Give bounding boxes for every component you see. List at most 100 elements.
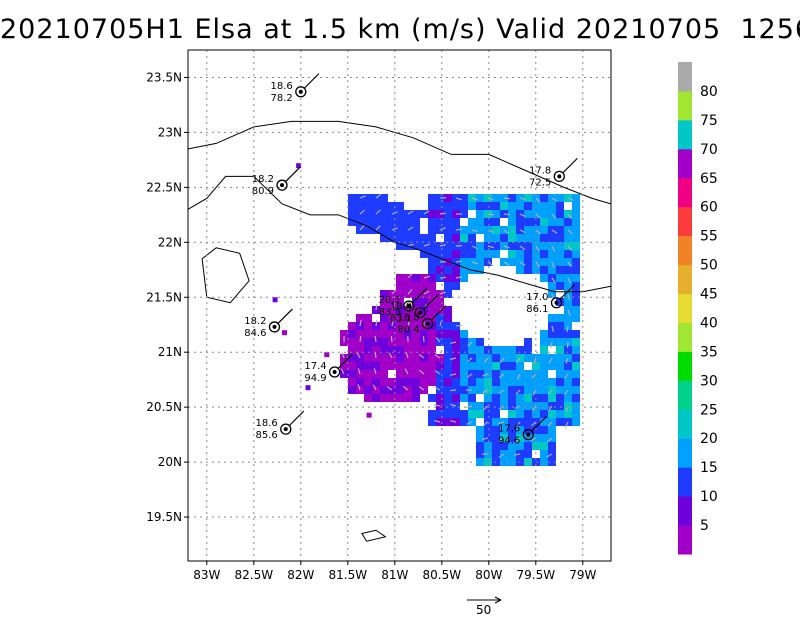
wind-vector <box>359 225 365 231</box>
wind-speed-cell <box>428 346 436 354</box>
wind-speed-cell <box>524 386 532 394</box>
wind-speed-cell <box>404 362 412 370</box>
wind-speed-cell <box>452 410 460 418</box>
wind-speed-cell <box>492 362 500 370</box>
y-tick-label: 23N <box>158 125 182 139</box>
wind-speed-cell <box>532 410 540 418</box>
wind-speed-cell <box>508 386 516 394</box>
wind-vector <box>422 335 425 343</box>
wind-speed-cell <box>444 266 452 274</box>
wind-speed-cell <box>476 194 484 202</box>
x-tick-label: 81.5W <box>329 568 368 582</box>
x-tick-label: 80.5W <box>423 568 462 582</box>
wind-speed-cell <box>484 442 492 450</box>
wind-vector <box>487 261 494 267</box>
wind-speed-cell <box>564 218 572 226</box>
wind-vector <box>357 368 361 375</box>
wind-speed-cell <box>572 306 580 314</box>
wind-speed-cell <box>540 258 548 266</box>
wind-speed-cell <box>412 290 420 298</box>
wind-speed-cell <box>524 338 532 346</box>
wind-speed-cell <box>508 226 516 234</box>
wind-speed-cell <box>548 282 556 290</box>
wind-speed-cell <box>476 434 484 442</box>
wind-speed-cell <box>508 410 516 418</box>
wind-vector <box>373 368 377 375</box>
wind-speed-cell <box>476 426 484 434</box>
wind-speed-cell <box>388 298 396 306</box>
wind-speed-cell <box>380 386 388 394</box>
station-dot <box>332 369 337 374</box>
station-dot <box>283 427 288 432</box>
wind-vector <box>423 290 430 295</box>
wind-speed-cell <box>532 266 540 274</box>
colorbar-segment <box>678 467 692 497</box>
wind-speed-cell <box>492 218 500 226</box>
wind-vector <box>439 227 446 231</box>
wind-speed-cell <box>436 330 444 338</box>
wind-speed-cell <box>404 234 412 242</box>
wind-vector <box>515 437 521 443</box>
wind-speed-cell <box>572 394 580 402</box>
wind-speed-cell <box>572 282 580 290</box>
wind-speed-cell <box>380 378 388 386</box>
wind-speed-cell <box>556 410 564 418</box>
wind-speed-cell <box>460 338 468 346</box>
wind-speed-cell <box>548 362 556 370</box>
wind-speed-cell <box>396 202 404 210</box>
wind-speed-cell <box>364 354 372 362</box>
wind-speed-cell <box>548 218 556 226</box>
wind-speed-cell <box>452 202 460 210</box>
wind-vector <box>535 213 541 219</box>
wind-vector <box>374 351 377 359</box>
wind-speed-cell <box>540 402 548 410</box>
wind-speed-cell <box>452 394 460 402</box>
wind-speed-cell <box>348 386 356 394</box>
wind-speed-cell <box>572 250 580 258</box>
station-label-top: 18.6 <box>271 81 293 92</box>
coastline-cuba <box>188 120 611 293</box>
wind-speed-cell <box>548 458 556 466</box>
wind-speed-cell <box>476 402 484 410</box>
wind-speed-cell <box>296 163 302 169</box>
colorbar-label: 40 <box>700 315 718 331</box>
wind-speed-cell <box>404 394 412 402</box>
wind-speed-cell <box>428 298 436 306</box>
wind-speed-cell <box>564 410 572 418</box>
station-barb <box>559 284 575 301</box>
wind-vector <box>375 193 382 199</box>
colorbar-label: 55 <box>700 229 718 245</box>
y-tick-label: 19.5N <box>146 510 182 524</box>
x-tick-label: 81W <box>381 568 408 582</box>
wind-speed-cell <box>460 234 468 242</box>
wind-speed-cell <box>572 266 580 274</box>
wind-vector <box>450 357 457 361</box>
wind-speed-cell <box>412 226 420 234</box>
wind-speed-cell <box>540 378 548 386</box>
station-label-top: 18.0 <box>390 302 412 313</box>
wind-speed-cell <box>452 346 460 354</box>
wind-speed-cell <box>404 330 412 338</box>
wind-speed-cell <box>572 354 580 362</box>
wind-speed-cell <box>396 314 404 322</box>
wind-speed-cell <box>348 194 356 202</box>
wind-vector <box>407 210 414 215</box>
wind-speed-cell <box>380 370 388 378</box>
wind-vector <box>519 229 526 234</box>
wind-vector <box>466 373 473 378</box>
wind-speed-cell <box>396 282 404 290</box>
wind-speed-cell <box>548 442 556 450</box>
colorbar-segment <box>678 525 692 555</box>
colorbar-segment <box>678 148 692 179</box>
wind-speed-cell <box>420 378 428 386</box>
wind-speed-cell <box>428 202 436 210</box>
wind-speed-cell <box>468 410 476 418</box>
wind-speed-cell <box>380 298 388 306</box>
wind-speed-cell <box>548 426 556 434</box>
x-tick-label: 80W <box>475 568 502 582</box>
wind-speed-cell <box>444 218 452 226</box>
station-dot <box>526 432 531 437</box>
wind-speed-cell <box>508 354 516 362</box>
station-ring <box>550 297 563 309</box>
wind-speed-cell <box>380 226 388 234</box>
